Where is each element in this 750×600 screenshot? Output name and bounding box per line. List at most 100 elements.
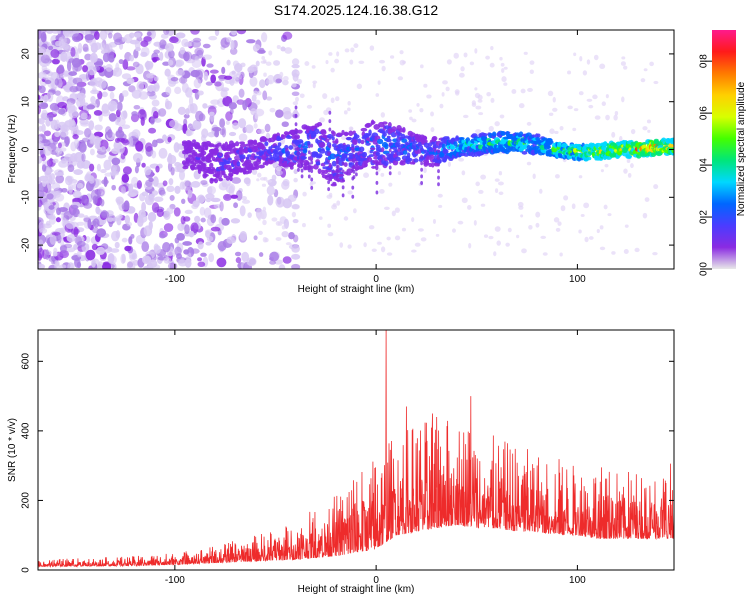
heatmap-cell	[626, 158, 631, 163]
heatmap-cell	[277, 221, 283, 226]
heatmap-cell	[490, 45, 494, 51]
heatmap-cell	[167, 262, 178, 269]
heatmap-cell	[356, 83, 363, 90]
heatmap-cell	[60, 245, 67, 252]
heatmap-cell	[183, 249, 190, 255]
heatmap-cell	[307, 150, 311, 155]
heatmap-cell	[77, 92, 86, 100]
heatmap-cell	[297, 129, 303, 134]
heatmap-cell	[411, 217, 415, 223]
heatmap-cell	[291, 204, 300, 210]
heatmap-cell	[554, 130, 559, 135]
heatmap-cell	[291, 64, 300, 69]
heatmap-cell	[238, 146, 244, 152]
heatmap-cell	[114, 137, 121, 143]
heatmap-cell	[155, 165, 160, 173]
heatmap-cell	[241, 251, 250, 262]
heatmap-cell	[121, 73, 132, 80]
heatmap-cell	[672, 142, 674, 146]
heatmap-cell	[348, 130, 354, 137]
heatmap-cell	[288, 145, 294, 150]
heatmap-cell	[41, 123, 46, 133]
heatmap-cell	[186, 252, 192, 262]
heatmap-cell	[200, 150, 207, 156]
heatmap-cell	[214, 30, 220, 37]
heatmap-cell	[356, 166, 364, 170]
heatmap-cell	[238, 150, 244, 156]
x-tick-label: 100	[569, 575, 586, 586]
heatmap-cell	[225, 111, 233, 121]
heatmap-cell	[51, 260, 56, 265]
heatmap-cell	[277, 147, 282, 151]
heatmap-cell	[420, 161, 424, 166]
heatmap-cell	[375, 180, 379, 185]
heatmap-cell	[294, 113, 298, 118]
heatmap-cell	[260, 32, 268, 43]
heatmap-cell	[256, 128, 265, 135]
heatmap-cell	[563, 195, 569, 201]
heatmap-cell	[111, 217, 121, 222]
heatmap-cell	[399, 59, 406, 66]
heatmap-cell	[302, 148, 308, 154]
heatmap-cell	[670, 137, 674, 143]
heatmap-cell	[437, 193, 443, 198]
heatmap-cell	[103, 43, 113, 53]
heatmap-cell	[281, 121, 289, 128]
heatmap-cell	[89, 148, 95, 156]
heatmap-cell	[276, 169, 283, 176]
heatmap-cell	[38, 155, 43, 164]
heatmap-cell	[230, 39, 235, 51]
heatmap-cell	[127, 192, 137, 198]
heatmap-cell	[268, 50, 273, 56]
heatmap-cell	[249, 64, 258, 72]
heatmap-cell	[164, 98, 170, 109]
heatmap-cell	[668, 143, 674, 148]
heatmap-cell	[137, 214, 148, 223]
heatmap-cell	[59, 250, 70, 259]
heatmap-cell	[360, 139, 365, 145]
heatmap-cell	[439, 103, 444, 109]
heatmap-cell	[416, 103, 420, 107]
heatmap-cell	[67, 164, 75, 173]
heatmap-cell	[141, 191, 149, 197]
heatmap-cell	[302, 145, 309, 150]
heatmap-cell	[430, 111, 434, 117]
heatmap-cell	[599, 63, 606, 70]
heatmap-cell	[437, 162, 440, 167]
heatmap-cell	[148, 127, 157, 134]
heatmap-cell	[269, 107, 276, 113]
heatmap-cell	[335, 138, 339, 145]
heatmap-cell	[423, 167, 427, 174]
x-tick-label: 0	[373, 274, 379, 285]
heatmap-cell	[388, 148, 392, 153]
heatmap-cell	[50, 78, 55, 88]
heatmap-cell	[386, 236, 391, 241]
heatmap-cell	[375, 151, 381, 156]
heatmap-cell	[241, 199, 251, 204]
heatmap-cell	[238, 133, 248, 142]
heatmap-cell	[167, 136, 172, 143]
heatmap-cell	[603, 204, 608, 210]
heatmap-cell	[481, 132, 488, 137]
heatmap-cell	[131, 129, 141, 139]
heatmap-cell	[227, 157, 232, 161]
heatmap-cell	[293, 76, 298, 82]
heatmap-cell	[328, 110, 332, 115]
heatmap-cell	[68, 71, 78, 76]
heatmap-cell	[310, 185, 314, 190]
heatmap-cell	[527, 87, 533, 92]
heatmap-cell	[297, 167, 300, 172]
heatmap-cell	[503, 82, 508, 86]
heatmap-cell	[477, 99, 483, 103]
heatmap-cell	[234, 251, 242, 257]
heatmap-cell	[269, 188, 276, 194]
heatmap-cell	[353, 132, 358, 139]
y-tick-label: 20	[21, 48, 32, 60]
heatmap-cell	[144, 166, 152, 176]
heatmap-cell	[289, 165, 294, 170]
colorbar-ticks: 0.0 0.2 0.4 0.6 0.8	[699, 54, 712, 276]
heatmap-cell	[267, 194, 274, 206]
heatmap-cell	[218, 152, 223, 157]
heatmap-cell	[226, 59, 231, 66]
heatmap-cell	[54, 90, 61, 96]
